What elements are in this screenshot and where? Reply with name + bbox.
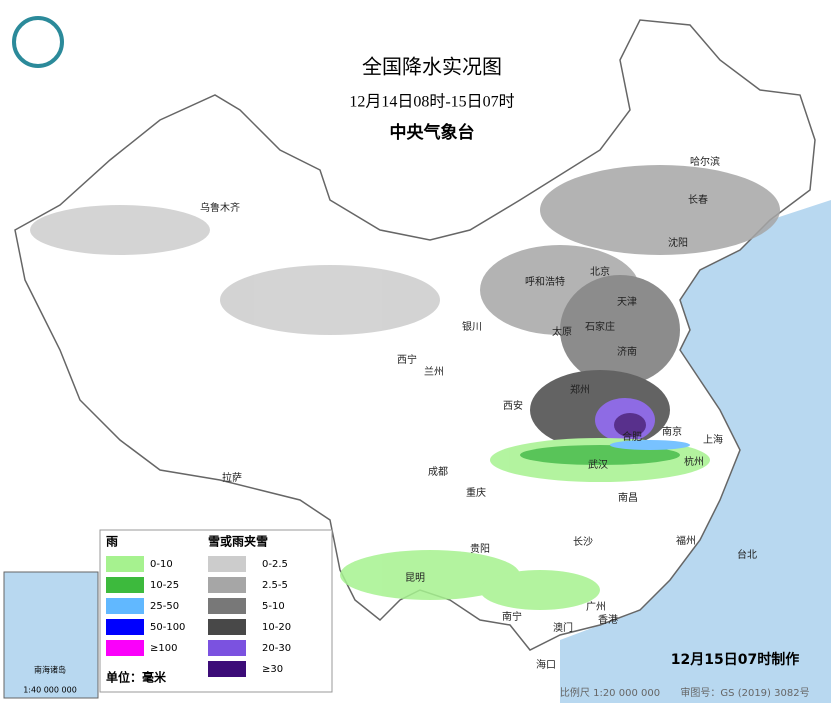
legend-swatch: [106, 577, 144, 593]
legend-swatch: [106, 598, 144, 614]
legend-swatch: [106, 640, 144, 656]
city: 济南: [617, 345, 637, 358]
precip-areas: [30, 165, 780, 610]
snow-area: [614, 413, 646, 437]
legend-swatch: [208, 619, 246, 635]
legend-snow-title: 雪或雨夹雪: [208, 534, 268, 549]
city: 石家庄: [585, 320, 615, 333]
legend-swatch: [208, 556, 246, 572]
city: 南京: [662, 425, 682, 438]
city: 乌鲁木齐: [200, 201, 240, 214]
legend-swatch: [208, 661, 246, 677]
city: 长春: [688, 194, 708, 206]
city: 北京: [590, 265, 610, 278]
snow-area: [220, 265, 440, 335]
city: 兰州: [424, 365, 444, 378]
legend-swatch: [208, 640, 246, 656]
agency: 中央气象台: [390, 122, 475, 143]
snow-area: [30, 205, 210, 255]
inset-scale: 1:40 000 000: [23, 686, 77, 695]
rain-area: [520, 445, 680, 465]
city: 广州: [586, 601, 606, 613]
legend-swatch: [208, 598, 246, 614]
city: 澳门: [553, 621, 573, 634]
snow-area: [560, 275, 680, 385]
title: 全国降水实况图: [362, 55, 502, 79]
legend-rain-title: 雨: [106, 535, 118, 549]
city: 天津: [617, 296, 637, 308]
city: 香港: [598, 614, 618, 626]
legend-label: 25-50: [150, 601, 179, 612]
city: 哈尔滨: [690, 155, 720, 168]
city: 海口: [536, 658, 556, 671]
city: 台北: [737, 548, 757, 561]
legend-label: 10-20: [262, 622, 291, 633]
legend-label: ≥100: [150, 643, 177, 654]
city: 昆明: [405, 572, 425, 584]
inset-map: [3, 571, 99, 699]
legend-swatch: [106, 556, 144, 572]
legend-label: 5-10: [262, 601, 285, 612]
subtitle: 12月14日08时-15日07时: [349, 93, 514, 111]
scale-text: 比例尺 1:20 000 000: [560, 686, 660, 699]
city: 西宁: [397, 353, 417, 366]
legend-label: 10-25: [150, 580, 179, 591]
city: 福州: [676, 534, 696, 547]
city: 沈阳: [668, 236, 688, 249]
legend-swatch: [106, 619, 144, 635]
city: 西安: [503, 399, 523, 412]
city: 武汉: [588, 458, 608, 471]
legend-unit: 单位：毫米: [106, 670, 167, 685]
city: 成都: [428, 466, 448, 478]
city: 太原: [552, 325, 572, 338]
rain-area: [340, 550, 520, 600]
legend-label: ≥30: [262, 664, 283, 675]
city: 拉萨: [222, 471, 242, 484]
city: 杭州: [684, 455, 704, 468]
city-labels: 乌鲁木齐 哈尔滨 长春 沈阳 呼和浩特 北京 天津 石家庄 太原 济南 银川 西…: [200, 155, 757, 671]
city: 郑州: [570, 383, 590, 396]
legend-label: 50-100: [150, 622, 185, 633]
city: 贵阳: [470, 542, 490, 555]
review-number: 审图号：GS (2019) 3082号: [680, 686, 809, 699]
city: 重庆: [466, 486, 486, 499]
legend-label: 0-10: [150, 559, 173, 570]
rain-area: [610, 440, 690, 450]
city: 银川: [462, 320, 482, 333]
city: 南宁: [502, 610, 522, 623]
snow-area: [540, 165, 780, 255]
rain-area: [480, 570, 600, 610]
legend-label: 20-30: [262, 643, 291, 654]
city: 长沙: [573, 536, 593, 548]
legend-label: 2.5-5: [262, 580, 288, 591]
city: 合肥: [622, 430, 642, 443]
sea: [560, 200, 831, 703]
city: 呼和浩特: [525, 276, 565, 288]
city: 上海: [703, 433, 723, 446]
logo: [12, 16, 64, 68]
legend-swatch: [208, 577, 246, 593]
legend-items: 0-10 10-25 25-50 50-100 ≥100 0-2.5 2.5-5 5-10 10…: [106, 556, 291, 677]
legend-label: 0-2.5: [262, 559, 288, 570]
inset-label: 南海诸岛: [34, 665, 66, 675]
made-time: 12月15日07时制作: [671, 651, 799, 668]
city: 南昌: [618, 491, 638, 504]
